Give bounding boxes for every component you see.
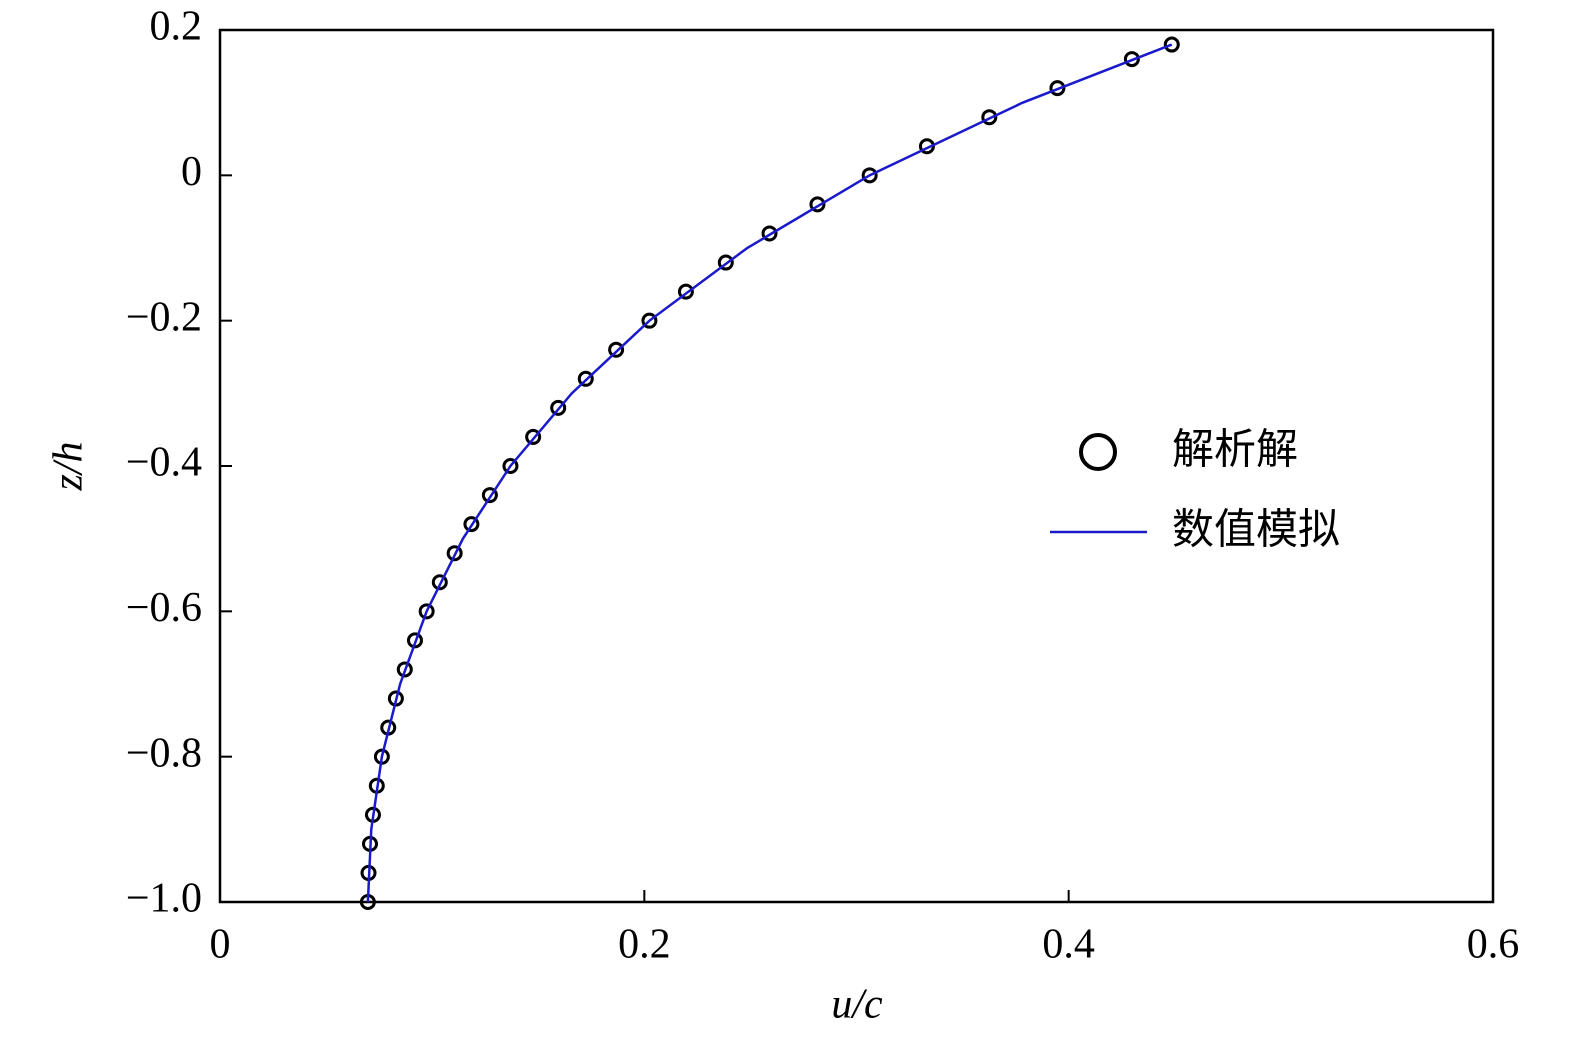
data-point <box>1049 80 1066 97</box>
y-tick-label: −0.6 <box>126 585 202 631</box>
data-point <box>677 283 694 300</box>
y-tick-label: −0.8 <box>126 730 202 776</box>
legend-label: 解析解 <box>1172 425 1298 474</box>
data-point <box>550 399 567 416</box>
y-tick-label: 0 <box>181 149 202 195</box>
plot-frame <box>218 28 1495 904</box>
data-point <box>861 167 878 184</box>
y-tick-label: −1.0 <box>126 876 202 922</box>
data-point <box>577 370 594 387</box>
data-point <box>981 109 998 126</box>
data-point <box>481 487 498 504</box>
x-axis-label: u/c <box>831 982 883 1028</box>
x-tick-label: 0.4 <box>1042 922 1095 968</box>
data-point <box>431 574 448 591</box>
legend-marker <box>1079 433 1117 471</box>
data-point <box>396 661 413 678</box>
data-point <box>608 341 625 358</box>
y-axis-label: z/h <box>46 441 92 491</box>
y-tick-label: −0.2 <box>126 294 202 340</box>
data-point <box>502 458 519 474</box>
data-point <box>761 225 778 242</box>
data-point <box>1163 36 1180 53</box>
data-point <box>717 254 734 271</box>
data-point <box>463 516 480 533</box>
x-tick-label: 0.6 <box>1467 922 1520 968</box>
data-point <box>525 428 542 445</box>
x-tick-label: 0 <box>210 922 231 968</box>
legend-label: 数值模拟 <box>1172 505 1340 554</box>
y-tick-label: 0.2 <box>150 4 203 50</box>
data-point <box>809 196 826 213</box>
data-line <box>366 43 1173 903</box>
x-tick-label: 0.2 <box>618 922 671 968</box>
y-tick-label: −0.4 <box>126 440 202 486</box>
data-point <box>641 312 658 329</box>
data-point <box>418 603 435 620</box>
data-point <box>446 545 463 562</box>
data-point <box>1123 51 1140 68</box>
